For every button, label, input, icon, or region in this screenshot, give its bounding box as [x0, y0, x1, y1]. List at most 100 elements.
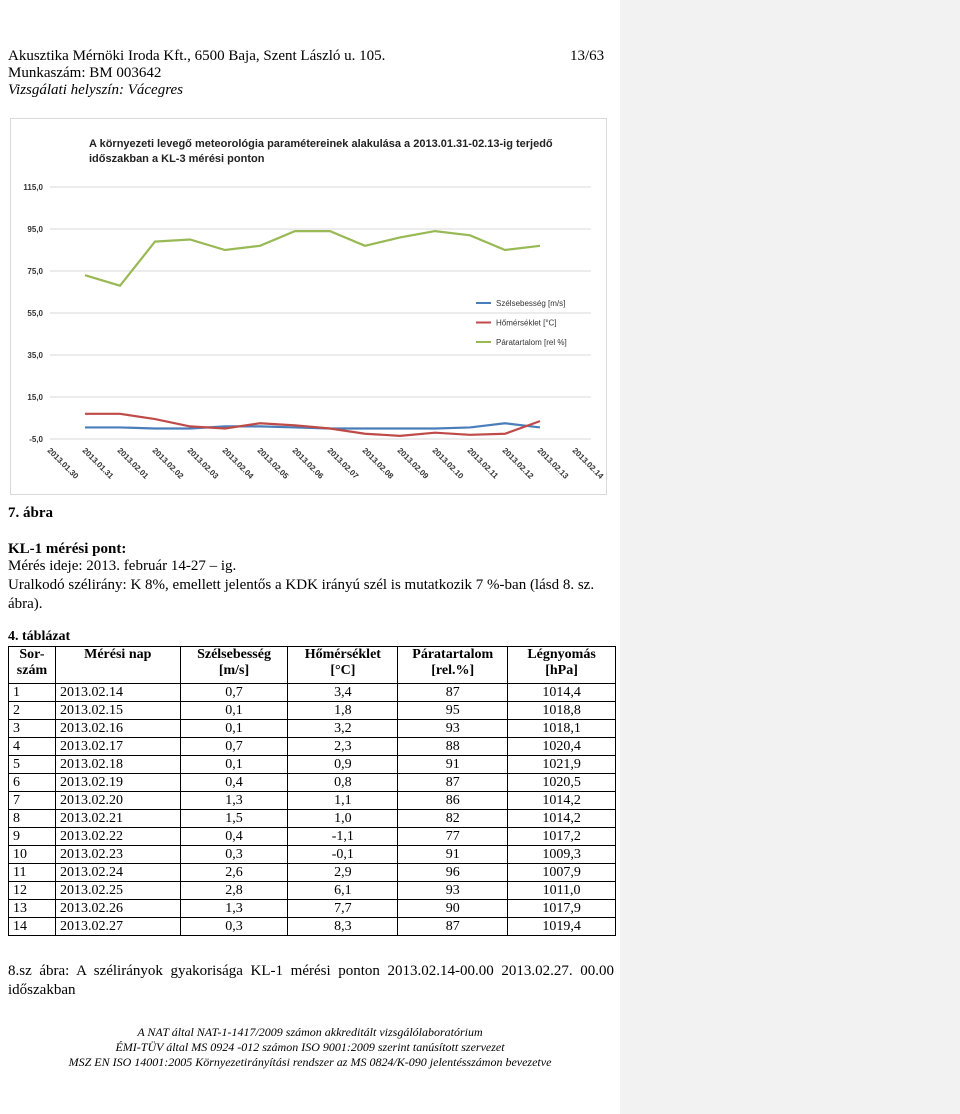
- y-tick-label: 55,0: [27, 309, 43, 318]
- header-text: [m/s]: [218, 663, 250, 678]
- header-cell: Hőmérséklet [°C]: [287, 646, 399, 684]
- chart-title: időszakban a KL-3 mérési ponton: [89, 153, 265, 165]
- table-cell: 2013.02.24: [54, 863, 181, 882]
- x-tick-label: 2013.02.03: [186, 446, 221, 481]
- paragraph: Mérés ideje: 2013. február 14-27 – ig.: [8, 558, 237, 574]
- header-line: Munkaszám: BM 003642: [8, 65, 162, 81]
- x-tick-label: 2013.02.08: [361, 446, 396, 481]
- x-tick-label: 2013.02.12: [501, 446, 536, 481]
- table-row: 7 2013.02.20 1,3 1,1 86 1014,2: [8, 791, 616, 810]
- legend-label: Szélsebesség [m/s]: [496, 299, 565, 308]
- x-tick-label: 2013.02.07: [326, 446, 361, 481]
- legend-label: Hőmérséklet [°C]: [496, 319, 557, 328]
- y-tick-label: 115,0: [23, 183, 43, 192]
- header-line: Vizsgálati helyszín: Vácegres: [8, 82, 183, 98]
- table-caption: 4. táblázat: [8, 629, 71, 644]
- table-cell: 5: [8, 755, 56, 774]
- table-row: 3 2013.02.16 0,1 3,2 93 1018,1: [8, 719, 616, 738]
- table-cell: 1020,5: [507, 773, 616, 792]
- figure-caption: 8.sz ábra: A szélirányok gyakorisága KL-…: [8, 963, 614, 998]
- header-text: [°C]: [330, 663, 356, 678]
- table-cell: 1: [8, 683, 56, 702]
- table-row: 14 2013.02.27 0,3 8,3 87 1019,4: [8, 917, 616, 936]
- header-cell: Mérési nap: [54, 646, 181, 684]
- table-cell: 2013.02.22: [54, 827, 181, 846]
- table-cell: 1,3: [179, 899, 289, 918]
- table-cell: 0,1: [179, 755, 289, 774]
- table-cell: 9: [8, 827, 56, 846]
- table-cell: 1,0: [287, 809, 399, 828]
- table-cell: -1,1: [287, 827, 399, 846]
- header-text: Szélsebesség: [197, 647, 271, 662]
- header-cell: Sor-szám: [8, 646, 56, 684]
- table-row: 8 2013.02.21 1,5 1,0 82 1014,2: [8, 809, 616, 828]
- table-cell: 87: [397, 917, 509, 936]
- table-cell: 2013.02.23: [54, 845, 181, 864]
- header-text: Sor-: [19, 647, 45, 662]
- paragraph: Uralkodó szélirány: K 8%, emellett jelen…: [8, 577, 595, 612]
- table-row: 2 2013.02.15 0,1 1,8 95 1018,8: [8, 701, 616, 720]
- table-cell: 1018,8: [507, 701, 616, 720]
- table: Sor-szám Mérési nap Szélsebesség [m/s] Hőmér…: [8, 646, 616, 936]
- table-row: 5 2013.02.18 0,1 0,9 91 1021,9: [8, 755, 616, 774]
- x-tick-label: 2013.02.09: [396, 446, 431, 481]
- table-cell: 0,3: [179, 917, 289, 936]
- header-text: Páratartalom: [412, 647, 494, 662]
- table-cell: 1,8: [287, 701, 399, 720]
- table-cell: 7,7: [287, 899, 399, 918]
- header-text: Hőmérséklet: [304, 647, 381, 662]
- table-cell: 1011,0: [507, 881, 616, 900]
- table-cell: 0,4: [179, 773, 289, 792]
- table-cell: 1,5: [179, 809, 289, 828]
- table-cell: 1017,9: [507, 899, 616, 918]
- table-cell: 10: [8, 845, 56, 864]
- header-text: szám: [16, 663, 48, 678]
- data-line: [85, 412, 541, 437]
- table-cell: 3: [8, 719, 56, 738]
- x-tick-label: 2013.02.10: [431, 446, 466, 481]
- table-cell: 2: [8, 701, 56, 720]
- table-cell: 1007,9: [507, 863, 616, 882]
- table-cell: 2,3: [287, 737, 399, 756]
- header-text: [hPa]: [545, 663, 578, 678]
- table-cell: 87: [397, 683, 509, 702]
- table-row: 1 2013.02.14 0,7 3,4 87 1014,4: [8, 683, 616, 702]
- table-row: 11 2013.02.24 2,6 2,9 96 1007,9: [8, 863, 616, 882]
- y-tick-label: 95,0: [27, 225, 43, 234]
- table-cell: 2013.02.16: [54, 719, 181, 738]
- x-tick-label: 2013.01.30: [46, 446, 81, 481]
- header-text: [rel.%]: [431, 663, 475, 678]
- table-cell: 87: [397, 773, 509, 792]
- header-row: Sor-szám Mérési nap Szélsebesség [m/s] Hőmér…: [8, 646, 616, 684]
- table-cell: 95: [397, 701, 509, 720]
- side-panel: [620, 0, 960, 1114]
- table-cell: 88: [397, 737, 509, 756]
- table-cell: 0,1: [179, 701, 289, 720]
- table-cell: 2013.02.26: [54, 899, 181, 918]
- table-cell: 6: [8, 773, 56, 792]
- page-number: 13/63: [570, 48, 605, 64]
- x-tick-label: 2013.02.05: [256, 446, 291, 481]
- footer-line: MSZ EN ISO 14001:2005 Környezetirányítás…: [68, 1055, 552, 1069]
- header-cell: Légnyomás [hPa]: [507, 646, 616, 684]
- table-cell: 2013.02.15: [54, 701, 181, 720]
- y-tick-label: 15,0: [27, 393, 43, 402]
- table-cell: 6,1: [287, 881, 399, 900]
- table-cell: 90: [397, 899, 509, 918]
- table-cell: 96: [397, 863, 509, 882]
- x-tick-label: 2013.02.14: [571, 446, 606, 481]
- table-cell: 93: [397, 881, 509, 900]
- table-cell: 1018,1: [507, 719, 616, 738]
- table-cell: 1020,4: [507, 737, 616, 756]
- legend-label: Páratartalom [rel %]: [496, 338, 567, 347]
- table-cell: 0,7: [179, 683, 289, 702]
- table-cell: 2013.02.21: [54, 809, 181, 828]
- table-row: 9 2013.02.22 0,4 -1,1 77 1017,2: [8, 827, 616, 846]
- table-row: 6 2013.02.19 0,4 0,8 87 1020,5: [8, 773, 616, 792]
- x-tick-label: 2013.02.04: [221, 446, 256, 481]
- table-cell: 14: [8, 917, 56, 936]
- table-cell: 4: [8, 737, 56, 756]
- table-cell: 93: [397, 719, 509, 738]
- y-tick-label: -5,0: [29, 435, 43, 444]
